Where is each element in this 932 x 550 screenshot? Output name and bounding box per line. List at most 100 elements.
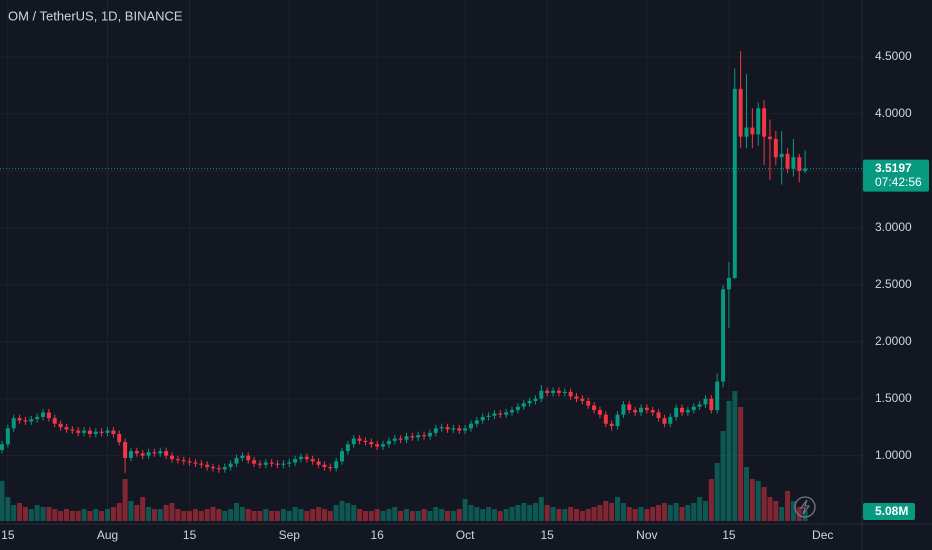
volume-bar xyxy=(802,510,808,521)
volume-bar xyxy=(456,509,462,521)
candle-body xyxy=(363,440,368,442)
candle-body xyxy=(240,455,245,458)
candle-body xyxy=(134,451,139,454)
candle-body xyxy=(709,398,714,411)
candle-body xyxy=(533,398,538,401)
candle-body xyxy=(486,415,491,417)
icon-circle[interactable] xyxy=(794,496,816,518)
volume-bar xyxy=(691,503,697,521)
volume-bar xyxy=(626,507,632,521)
candle-body xyxy=(187,461,192,463)
grid xyxy=(0,0,862,524)
candle-body xyxy=(369,441,374,445)
axes: 1.00001.50002.00002.50003.00003.50004.00… xyxy=(1,49,929,542)
volume-bar xyxy=(538,497,544,521)
candle-body xyxy=(158,451,163,454)
x-tick-label: 16 xyxy=(371,528,385,542)
candle-body xyxy=(58,423,63,428)
candle-body xyxy=(744,127,749,137)
volume-bar xyxy=(403,509,409,521)
volume-bar xyxy=(222,511,228,521)
volume-bar xyxy=(34,505,40,521)
y-tick-label: 4.5000 xyxy=(875,49,912,63)
volume-bar xyxy=(11,505,17,521)
replay-icon[interactable] xyxy=(794,496,816,518)
x-tick-label: Dec xyxy=(812,528,833,542)
volume-bar xyxy=(269,511,275,521)
candle-body xyxy=(29,419,34,422)
volume-bar xyxy=(128,501,134,521)
candle-body xyxy=(322,464,327,468)
candle-body xyxy=(410,436,415,438)
icon-bolt[interactable] xyxy=(799,499,811,515)
volume-bar xyxy=(515,505,521,521)
candle-body xyxy=(117,434,122,442)
volume-bar xyxy=(591,507,597,521)
volume-bar xyxy=(93,509,99,521)
volume-bar xyxy=(474,507,480,521)
candle-body xyxy=(222,467,227,470)
candle-body xyxy=(527,400,532,404)
candle-body xyxy=(574,396,579,399)
candles xyxy=(0,51,808,473)
volume-bar xyxy=(17,503,23,521)
candle-body xyxy=(404,436,409,440)
candle-body xyxy=(627,404,632,411)
volume-bar xyxy=(550,507,556,521)
candle-body xyxy=(685,410,690,413)
candle-body xyxy=(691,406,696,411)
candle-body xyxy=(498,413,503,415)
candle-body xyxy=(381,444,386,447)
candle-body xyxy=(152,452,157,454)
x-tick-label: 15 xyxy=(541,528,555,542)
candle-body xyxy=(398,438,403,440)
volume-bar xyxy=(527,505,533,521)
volume-bar xyxy=(351,505,357,521)
volume-bar xyxy=(134,505,140,521)
candle-body xyxy=(93,431,98,435)
candle-body xyxy=(427,432,432,437)
volume-label-box xyxy=(863,503,915,520)
volume-bar xyxy=(615,497,621,521)
candle-body xyxy=(474,420,479,424)
y-tick-label: 4.0000 xyxy=(875,106,912,120)
volume-bar xyxy=(421,509,427,521)
volume-bar xyxy=(509,507,515,521)
candle-body xyxy=(457,428,462,431)
volume-bar xyxy=(433,507,439,521)
volume-bar xyxy=(767,497,773,521)
candle-body xyxy=(697,404,702,407)
volume-bar xyxy=(292,507,298,521)
candle-body xyxy=(545,390,550,393)
candle-body xyxy=(46,412,51,419)
volume-bar xyxy=(345,503,351,521)
candle-body xyxy=(35,416,40,420)
volume-bar xyxy=(362,511,368,521)
volume-bar xyxy=(28,509,34,521)
volume-pane xyxy=(0,391,808,521)
volume-bar xyxy=(749,479,755,521)
volume-bar xyxy=(661,503,667,521)
candle-body xyxy=(416,435,421,438)
candle-body xyxy=(375,444,380,447)
volume-bar xyxy=(486,507,492,521)
candle-body xyxy=(715,381,720,411)
candle-body xyxy=(316,461,321,465)
candle-body xyxy=(621,404,626,415)
volume-bar xyxy=(140,497,146,521)
volume-bar xyxy=(157,509,163,521)
candle-body xyxy=(433,428,438,433)
volume-bar xyxy=(46,507,52,521)
candle-body xyxy=(164,451,169,456)
candle-body xyxy=(680,407,685,413)
candle-body xyxy=(662,418,667,424)
volume-bar xyxy=(544,505,550,521)
volume-bar xyxy=(5,497,11,521)
volume-bar xyxy=(462,499,468,521)
candle-body xyxy=(521,403,526,407)
volume-bar xyxy=(321,509,327,521)
volume-bar xyxy=(357,509,363,521)
volume-bar xyxy=(761,487,767,521)
